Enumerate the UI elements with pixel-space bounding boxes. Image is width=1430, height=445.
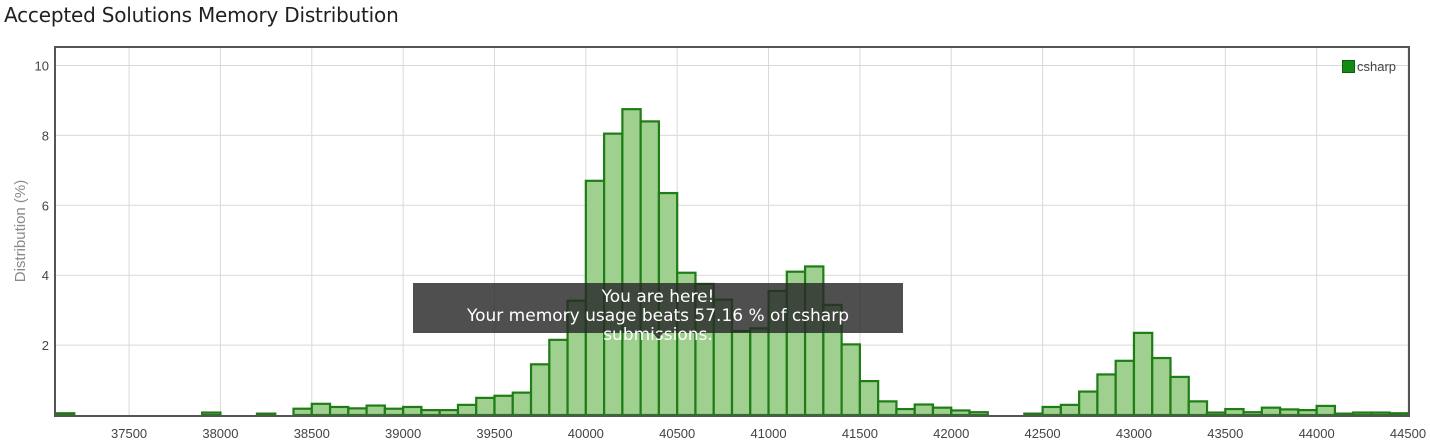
histogram-bar[interactable]: [402, 405, 423, 417]
histogram-bar[interactable]: [639, 120, 661, 417]
x-tick-label: 38500: [294, 426, 330, 441]
y-axis-label: Distribution (%): [12, 180, 29, 283]
histogram-bar[interactable]: [950, 409, 971, 417]
histogram-bar[interactable]: [840, 343, 861, 417]
histogram-bar[interactable]: [347, 407, 368, 417]
histogram-bar[interactable]: [328, 405, 350, 417]
histogram-bar[interactable]: [1096, 373, 1117, 417]
histogram-bar[interactable]: [1224, 407, 1245, 417]
histogram-bar[interactable]: [255, 412, 277, 417]
x-tick-label: 40500: [659, 426, 695, 441]
x-tick-label: 38000: [202, 426, 238, 441]
x-tick-label: 44000: [1299, 426, 1335, 441]
histogram-bar[interactable]: [1169, 375, 1190, 417]
histogram-bar[interactable]: [895, 407, 916, 417]
x-axis-ticks: 37500 38000 38500 39000 39500 40000 40500 41000…: [111, 426, 1426, 441]
histogram-bar[interactable]: [1279, 408, 1300, 417]
histogram-bar[interactable]: [1041, 405, 1062, 417]
histogram-bar[interactable]: [1187, 400, 1209, 417]
tooltip-line-1: You are here!: [601, 287, 715, 307]
histogram-bar[interactable]: [1370, 411, 1391, 417]
x-tick-label: 39500: [476, 426, 512, 441]
y-tick-label: 4: [42, 268, 49, 283]
histogram-bar[interactable]: [493, 394, 514, 417]
histogram-bar[interactable]: [877, 400, 898, 417]
histogram-bar[interactable]: [1132, 331, 1154, 417]
histogram-bar[interactable]: [968, 411, 989, 417]
chart-title: Accepted Solutions Memory Distribution: [4, 3, 399, 27]
histogram-bar[interactable]: [858, 379, 880, 417]
x-tick-label: 41500: [842, 426, 878, 441]
histogram-bar[interactable]: [1260, 406, 1282, 417]
y-tick-label: 8: [42, 128, 49, 143]
x-tick-label: 43500: [1207, 426, 1243, 441]
legend-swatch-csharp: [1342, 59, 1355, 73]
y-axis-ticks: 2 4 6 8 10: [35, 58, 49, 353]
tooltip-line-2: Your memory usage beats 57.16 % of cshar…: [466, 306, 850, 345]
histogram-bar[interactable]: [529, 363, 551, 417]
histogram-bar[interactable]: [420, 409, 441, 417]
y-tick-label: 6: [42, 198, 49, 213]
histogram-bar[interactable]: [548, 338, 569, 417]
histogram-bar[interactable]: [511, 391, 533, 417]
histogram-bar[interactable]: [1151, 356, 1172, 417]
histogram-bar[interactable]: [310, 402, 332, 417]
plot-frame: [54, 46, 1410, 417]
histogram-bar[interactable]: [475, 396, 496, 417]
histogram-bar[interactable]: [292, 407, 313, 417]
legend[interactable]: csharp: [1342, 58, 1396, 74]
histogram-bar[interactable]: [603, 132, 624, 417]
x-tick-label: 37500: [111, 426, 147, 441]
histogram-bar[interactable]: [438, 409, 460, 417]
histogram-bar[interactable]: [201, 411, 222, 417]
histogram-bar[interactable]: [1315, 404, 1337, 417]
histogram-bar[interactable]: [931, 406, 953, 417]
histogram-bars: [54, 108, 1410, 417]
histogram-bar[interactable]: [913, 403, 935, 417]
histogram-bar[interactable]: [621, 108, 642, 417]
histogram-bar[interactable]: [54, 412, 76, 417]
x-tick-label: 43000: [1116, 426, 1152, 441]
x-tick-label: 42500: [1025, 426, 1061, 441]
histogram-bar[interactable]: [1078, 390, 1099, 417]
histogram-bar[interactable]: [1352, 411, 1373, 417]
x-tick-label: 39000: [385, 426, 421, 441]
histogram-bar[interactable]: [1059, 403, 1081, 417]
histogram-bar[interactable]: [383, 407, 405, 417]
histogram-bar[interactable]: [1297, 409, 1318, 417]
histogram-bar[interactable]: [1023, 412, 1044, 417]
histogram-bar[interactable]: [1114, 359, 1136, 417]
legend-label-csharp: csharp: [1357, 58, 1397, 74]
histogram-bar[interactable]: [456, 403, 478, 417]
tooltip-pointer: [653, 333, 663, 339]
histogram-bar[interactable]: [1333, 412, 1355, 417]
x-tick-label: 40000: [568, 426, 604, 441]
x-tick-label: 41000: [750, 426, 786, 441]
x-tick-label: 44500: [1390, 426, 1426, 441]
you-are-here-tooltip: You are here! Your memory usage beats 57…: [413, 283, 903, 345]
histogram-bar[interactable]: [1242, 411, 1263, 417]
histogram-bar[interactable]: [365, 404, 386, 417]
y-tick-label: 10: [35, 58, 49, 73]
y-tick-label: 2: [42, 338, 49, 353]
histogram-bar[interactable]: [1205, 411, 1227, 417]
x-tick-label: 42000: [933, 426, 969, 441]
histogram-bar[interactable]: [1388, 412, 1410, 417]
